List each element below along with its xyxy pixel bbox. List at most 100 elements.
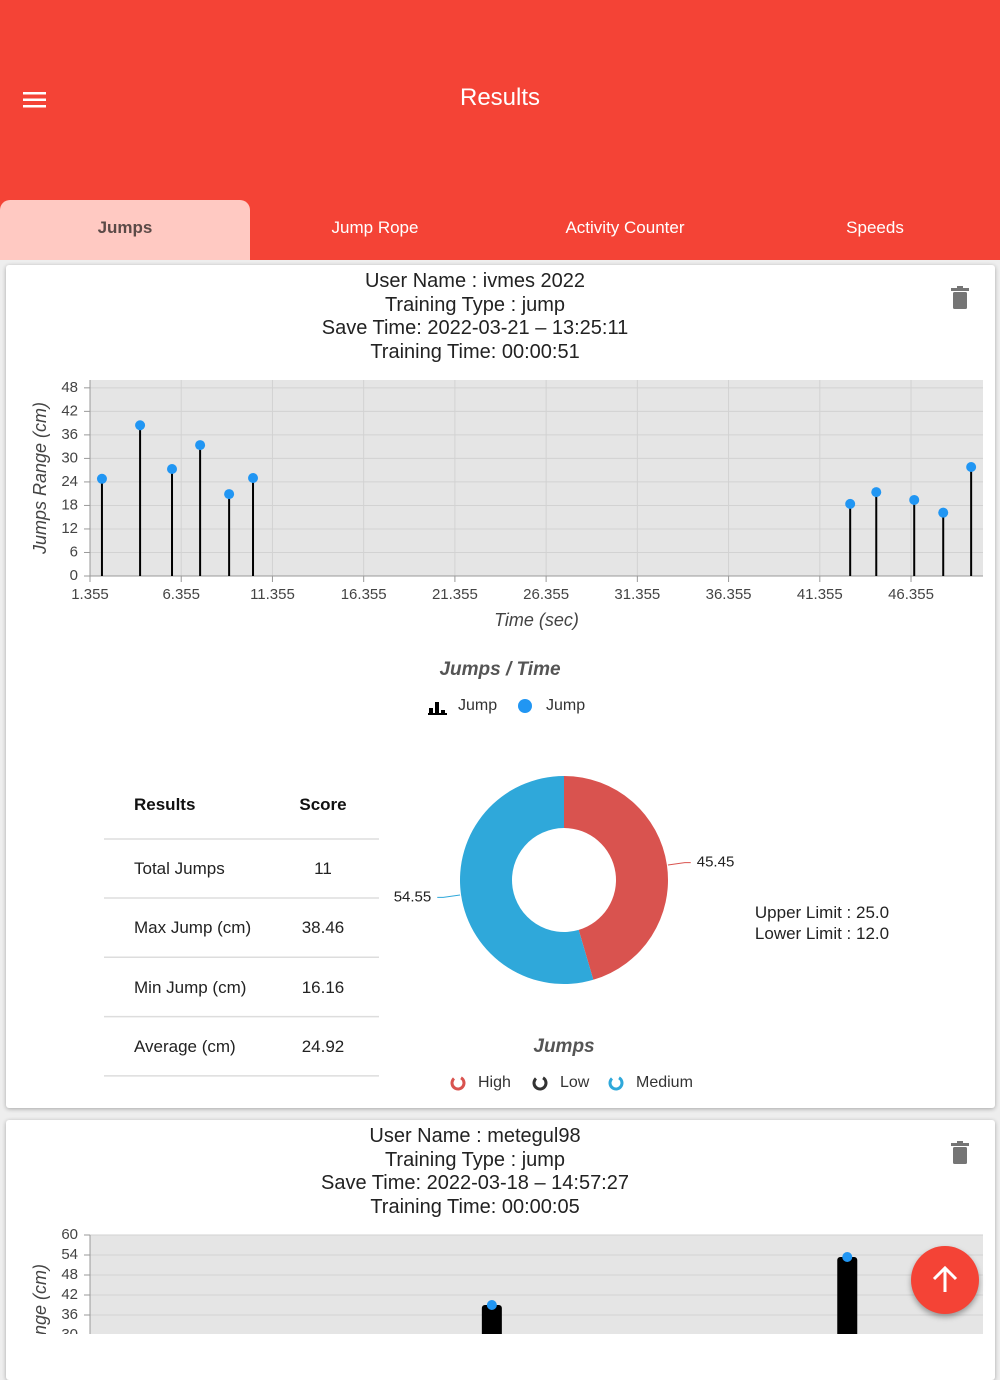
tab[interactable]: Jumps bbox=[0, 200, 250, 260]
table-cell: Average (cm) bbox=[134, 1036, 236, 1056]
y-tick-label: 54 bbox=[61, 1246, 78, 1263]
info-line: Training Time: 00:00:05 bbox=[370, 1195, 580, 1218]
x-tick-label: 41.355 bbox=[797, 586, 843, 603]
table-cell: 16.16 bbox=[301, 977, 345, 997]
y-tick-label: 36 bbox=[61, 426, 78, 443]
plot-area bbox=[90, 380, 983, 576]
y-tick-label: 12 bbox=[61, 520, 78, 537]
limit-text: Lower Limit : 12.0 bbox=[754, 924, 890, 943]
x-tick-label: 1.355 bbox=[71, 586, 109, 603]
data-label: 45.45 bbox=[697, 854, 735, 871]
y-tick-label: 36 bbox=[61, 1306, 78, 1323]
info-line: Training Type : jump bbox=[384, 293, 566, 316]
trash-handle bbox=[957, 1141, 963, 1144]
y-tick-label: 48 bbox=[61, 379, 78, 396]
info-line: User Name : metegul98 bbox=[369, 1125, 581, 1147]
delete-button[interactable] bbox=[951, 1141, 969, 1164]
dot bbox=[909, 494, 920, 505]
dot bbox=[167, 463, 178, 474]
table-header: Results bbox=[134, 795, 196, 814]
dot bbox=[248, 473, 259, 483]
slice bbox=[564, 776, 668, 980]
legend-icon bbox=[428, 713, 447, 715]
legend-icon bbox=[429, 708, 433, 714]
app-title: Results bbox=[459, 84, 541, 111]
chart-title: Jumps bbox=[533, 1036, 594, 1057]
y-tick-label: 42 bbox=[61, 1286, 78, 1303]
y-axis-label: Jumps Range (cm) bbox=[30, 402, 50, 555]
arrow-up-icon bbox=[932, 1265, 958, 1292]
y-tick-label: 42 bbox=[61, 402, 78, 419]
info-line: Save Time: 2022-03-21 – 13:25:11 bbox=[321, 317, 629, 339]
dot bbox=[842, 1252, 853, 1262]
table-cell: 24.92 bbox=[301, 1036, 345, 1056]
table-cell: Total Jumps bbox=[134, 859, 225, 878]
trash-body bbox=[953, 1147, 967, 1164]
legend-label: Jump bbox=[546, 697, 585, 714]
trash-lid bbox=[951, 1143, 969, 1146]
legend-icon bbox=[441, 710, 445, 714]
overlay: 0 6 12 18 24 30 36 42 48 1.355 6.355 11.355 16.355 21… bbox=[30, 286, 983, 1334]
legend-icon bbox=[518, 699, 532, 713]
trash-body bbox=[953, 292, 967, 309]
dot bbox=[195, 440, 206, 451]
scroll-top-button[interactable] bbox=[911, 1246, 979, 1314]
table-cell: 11 bbox=[314, 859, 332, 878]
trash-handle bbox=[957, 286, 963, 289]
x-tick-label: 6.355 bbox=[162, 586, 200, 603]
legend-label: Low bbox=[560, 1074, 590, 1091]
limit-text: Upper Limit : 25.0 bbox=[754, 903, 890, 922]
dot bbox=[871, 487, 882, 498]
legend-icon bbox=[608, 1075, 624, 1091]
y-tick-label: 60 bbox=[61, 1226, 78, 1243]
legend-icon bbox=[435, 702, 439, 714]
info-line: Training Time: 00:00:51 bbox=[370, 340, 580, 363]
dot bbox=[486, 1300, 497, 1310]
tab[interactable]: Jump Rope bbox=[331, 218, 419, 237]
legend-label: Jump bbox=[458, 697, 497, 714]
leader-line bbox=[437, 894, 461, 898]
info-line: Training Type : jump bbox=[384, 1148, 566, 1171]
legend-label: Medium bbox=[636, 1074, 693, 1091]
bar bbox=[837, 1257, 858, 1334]
legend-label: High bbox=[478, 1074, 511, 1091]
trash-lid bbox=[951, 288, 969, 291]
y-tick-label: 6 bbox=[70, 543, 78, 560]
x-tick-label: 31.355 bbox=[614, 586, 660, 603]
table-header: Score bbox=[299, 795, 347, 814]
x-axis-label: Time (sec) bbox=[494, 610, 579, 630]
info-line: User Name : ivmes 2022 bbox=[364, 270, 586, 292]
tab[interactable]: Speeds bbox=[846, 218, 904, 237]
delete-button[interactable] bbox=[951, 286, 969, 309]
x-tick-label: 11.355 bbox=[250, 586, 295, 603]
x-tick-label: 46.355 bbox=[888, 586, 934, 603]
y-axis-label: Jumps Range (cm) bbox=[30, 1264, 50, 1334]
data-label: 54.55 bbox=[394, 888, 432, 905]
chart-title: Jumps / Time bbox=[439, 659, 561, 680]
y-tick-label: 30 bbox=[61, 1326, 78, 1334]
dot bbox=[135, 420, 146, 431]
dot bbox=[224, 489, 235, 500]
dot bbox=[96, 473, 107, 484]
tab[interactable]: Activity Counter bbox=[565, 218, 685, 237]
table-cell: Max Jump (cm) bbox=[134, 918, 252, 938]
y-tick-label: 30 bbox=[61, 449, 78, 466]
table-cell: 38.46 bbox=[301, 918, 345, 938]
plot-area bbox=[90, 1235, 983, 1334]
legend-icon bbox=[450, 1075, 466, 1091]
leader-line bbox=[667, 862, 691, 866]
x-tick-label: 36.355 bbox=[706, 586, 752, 603]
info-line: Save Time: 2022-03-18 – 14:57:27 bbox=[321, 1172, 629, 1194]
legend-icon bbox=[532, 1075, 548, 1091]
dot bbox=[938, 507, 949, 518]
x-tick-label: 26.355 bbox=[523, 586, 569, 603]
y-tick-label: 0 bbox=[70, 567, 78, 584]
bar bbox=[481, 1305, 502, 1334]
dot bbox=[966, 462, 977, 473]
x-tick-label: 21.355 bbox=[432, 586, 478, 603]
menu-button[interactable] bbox=[22, 90, 48, 110]
table-cell: Min Jump (cm) bbox=[134, 977, 247, 997]
slice bbox=[459, 776, 594, 984]
x-tick-label: 16.355 bbox=[341, 586, 387, 603]
